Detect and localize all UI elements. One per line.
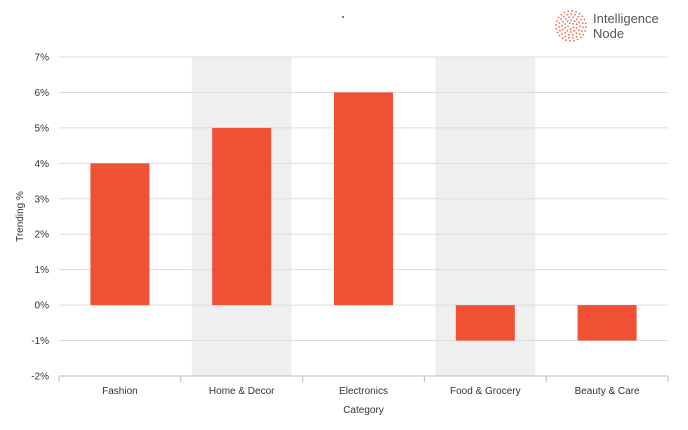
y-tick-label: 0% xyxy=(35,301,50,312)
intelligence-node-logo: Intelligence Node xyxy=(553,8,683,48)
bar xyxy=(577,305,637,341)
y-axis: -2% -1% 0% 1% 2% 3% 4% 5% 6% 7% xyxy=(31,53,49,383)
y-axis-title: Trending % xyxy=(15,191,26,242)
y-tick-label: -1% xyxy=(31,336,49,347)
x-tick-label: Electronics xyxy=(339,386,388,397)
logo-line2: Node xyxy=(593,26,625,41)
y-tick-label: -2% xyxy=(31,372,49,383)
x-axis: Fashion Home & Decor Electronics Food & Gro… xyxy=(58,375,669,397)
logo-line1: Intelligence xyxy=(593,11,659,26)
x-tick-label: Fashion xyxy=(102,386,138,397)
y-tick-label: 6% xyxy=(35,88,50,99)
y-tick-label: 1% xyxy=(35,265,50,276)
y-tick-label: 3% xyxy=(35,194,50,205)
y-tick-label: 4% xyxy=(35,159,50,170)
bar xyxy=(455,305,515,341)
bar xyxy=(212,127,272,306)
bar xyxy=(90,163,150,306)
title-dot xyxy=(342,16,344,18)
bars xyxy=(90,92,637,341)
x-axis-title: Category xyxy=(343,405,384,416)
x-tick-label: Home & Decor xyxy=(209,386,275,397)
y-tick-label: 5% xyxy=(35,123,50,134)
y-tick-label: 2% xyxy=(35,230,50,241)
y-tick-label: 7% xyxy=(35,53,50,64)
logo-dots-icon xyxy=(555,10,587,42)
x-tick-label: Beauty & Care xyxy=(575,386,640,397)
bar xyxy=(334,92,393,306)
logo-text: Intelligence Node xyxy=(593,11,659,41)
x-tick-label: Food & Grocery xyxy=(450,386,521,397)
